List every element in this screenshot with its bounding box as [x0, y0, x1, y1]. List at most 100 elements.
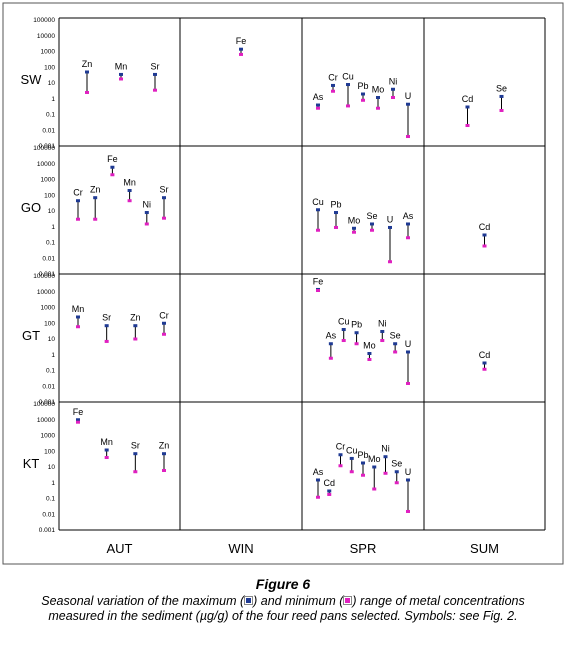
- point-kt-aut-mn-label: Mn: [100, 437, 113, 447]
- point-kt-spr-pb-label: Pb: [357, 450, 368, 460]
- y-tick-label: 0.1: [46, 112, 55, 119]
- point-sw-win-fe-min-marker: [239, 52, 243, 56]
- y-tick-label: 0.001: [39, 399, 56, 406]
- point-go-aut-zn-label: Zn: [90, 185, 101, 195]
- point-go-aut-ni-label: Ni: [143, 200, 152, 210]
- point-sw-spr-pb-label: Pb: [357, 81, 368, 91]
- point-gt-spr-u-label: U: [405, 339, 412, 349]
- point-gt-spr-cu-min-marker: [341, 339, 346, 343]
- point-kt-spr-u-max-marker: [406, 478, 410, 482]
- point-kt-aut-mn-min-marker: [104, 456, 109, 460]
- point-sw-spr-as-min-marker: [316, 106, 320, 110]
- point-go-aut-cr-min-marker: [76, 217, 80, 221]
- y-tick-label: 0.001: [39, 271, 56, 278]
- point-sw-spr-u-label: U: [405, 91, 412, 101]
- point-gt-spr-pb-min-marker: [354, 342, 359, 346]
- point-sw-spr-pb-min-marker: [361, 98, 365, 102]
- y-tick-label: 100000: [33, 401, 55, 408]
- maximum-swatch: [244, 596, 254, 605]
- point-go-spr-cu-min-marker: [316, 228, 320, 232]
- column-label-aut: AUT: [107, 541, 133, 556]
- point-go-spr-mo-min-marker: [352, 230, 356, 234]
- point-sw-spr-u-min-marker: [406, 135, 410, 139]
- point-gt-spr-as-max-marker: [328, 342, 333, 346]
- row-label-kt: KT: [23, 456, 40, 471]
- point-sw-aut-zn-label: Zn: [82, 59, 93, 69]
- point-sw-spr-cu-label: Cu: [342, 72, 354, 82]
- point-kt-spr-as-label: As: [313, 467, 324, 477]
- point-sw-sum-se-label: Se: [496, 83, 507, 93]
- point-kt-spr-u-min-marker: [406, 509, 410, 513]
- point-sw-spr-ni-min-marker: [391, 96, 395, 100]
- point-kt-spr-cu-max-marker: [349, 456, 354, 460]
- point-go-aut-fe-label: Fe: [107, 154, 118, 164]
- point-gt-aut-sr-label: Sr: [102, 313, 111, 323]
- y-tick-label: 10000: [37, 33, 55, 40]
- point-kt-spr-pb-max-marker: [361, 461, 365, 465]
- point-kt-spr-ni-label: Ni: [381, 444, 390, 454]
- point-gt-spr-se-label: Se: [390, 331, 401, 341]
- caption-part-1: Seasonal variation of the maximum (: [41, 594, 245, 608]
- point-gt-spr-fe-label: Fe: [313, 276, 324, 286]
- point-go-spr-se-max-marker: [370, 222, 374, 226]
- row-label-go: GO: [21, 200, 41, 215]
- point-sw-aut-zn-max-marker: [85, 70, 89, 74]
- point-sw-sum-cd-min-marker: [465, 124, 470, 128]
- point-sw-spr-cr-min-marker: [331, 89, 335, 93]
- y-tick-label: 1: [51, 352, 55, 359]
- point-go-spr-u-label: U: [387, 214, 394, 224]
- point-sw-spr-as-max-marker: [316, 103, 320, 107]
- point-gt-spr-se-min-marker: [393, 350, 398, 354]
- point-sw-spr-cu-min-marker: [346, 104, 350, 108]
- y-tick-label: 0.01: [42, 383, 55, 390]
- point-kt-spr-se-label: Se: [391, 459, 402, 469]
- caption-part-3: ) range of metal concentrations measured…: [48, 594, 525, 623]
- point-go-spr-as-max-marker: [406, 222, 410, 226]
- point-gt-aut-sr-max-marker: [104, 324, 109, 328]
- y-tick-label: 0.01: [42, 255, 55, 262]
- point-kt-spr-ni-max-marker: [383, 455, 388, 459]
- point-kt-spr-cd-max-marker: [327, 489, 332, 493]
- y-tick-label: 0.01: [42, 127, 55, 134]
- point-gt-spr-ni-label: Ni: [378, 318, 387, 328]
- point-gt-aut-cr-min-marker: [162, 332, 166, 336]
- point-kt-aut-fe-min-marker: [76, 420, 80, 424]
- point-gt-spr-se-max-marker: [393, 342, 398, 346]
- y-tick-label: 1000: [41, 49, 56, 56]
- point-go-aut-fe-max-marker: [110, 165, 115, 169]
- point-go-spr-pb-max-marker: [334, 211, 338, 215]
- y-tick-label: 1000: [41, 433, 56, 440]
- point-go-spr-cu-label: Cu: [312, 197, 324, 207]
- point-go-aut-sr-max-marker: [162, 196, 166, 200]
- point-kt-aut-fe-label: Fe: [73, 407, 84, 417]
- point-kt-spr-pb-min-marker: [361, 473, 365, 477]
- point-kt-spr-as-max-marker: [316, 478, 320, 482]
- point-go-spr-pb-min-marker: [334, 225, 338, 229]
- point-go-aut-sr-min-marker: [162, 216, 166, 220]
- point-sw-spr-mo-min-marker: [376, 106, 380, 110]
- y-tick-label: 10: [48, 336, 56, 343]
- point-gt-aut-mn-max-marker: [76, 315, 80, 319]
- caption-part-2: ) and minimum (: [253, 594, 344, 608]
- y-tick-label: 1000: [41, 305, 56, 312]
- y-tick-label: 100: [44, 192, 55, 199]
- point-kt-spr-u-label: U: [405, 467, 412, 477]
- y-tick-label: 1000: [41, 177, 56, 184]
- point-sw-aut-zn-min-marker: [85, 90, 89, 94]
- y-tick-label: 0.1: [46, 240, 55, 247]
- point-sw-spr-pb-max-marker: [361, 92, 365, 96]
- point-gt-spr-ni-max-marker: [380, 329, 385, 333]
- point-sw-aut-sr-label: Sr: [151, 61, 160, 71]
- row-label-sw: SW: [21, 72, 43, 87]
- point-sw-aut-sr-max-marker: [153, 72, 157, 76]
- y-tick-label: 0.1: [46, 496, 55, 503]
- point-go-spr-u-max-marker: [388, 225, 392, 229]
- point-kt-aut-sr-min-marker: [133, 470, 138, 474]
- point-kt-spr-cd-label: Cd: [323, 478, 335, 488]
- point-gt-spr-u-max-marker: [406, 350, 410, 354]
- point-go-aut-cr-label: Cr: [73, 188, 83, 198]
- point-kt-spr-mo-min-marker: [372, 487, 377, 491]
- point-go-aut-mn-max-marker: [127, 189, 132, 193]
- point-go-spr-se-min-marker: [370, 228, 374, 232]
- point-go-aut-zn-max-marker: [93, 196, 98, 200]
